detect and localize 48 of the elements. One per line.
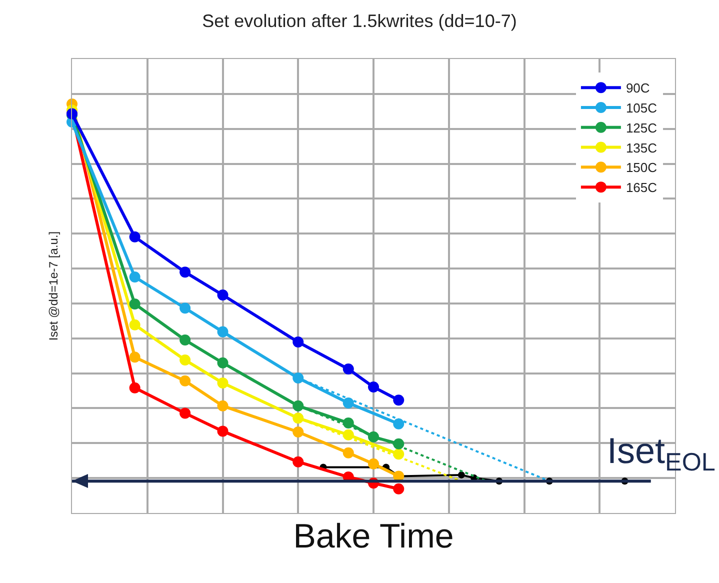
point — [393, 394, 404, 406]
point — [217, 290, 228, 300]
x-axis-title: Bake Time — [293, 518, 454, 556]
point — [342, 429, 354, 440]
point — [129, 382, 140, 394]
point — [180, 302, 191, 314]
point — [292, 426, 304, 438]
point — [368, 458, 379, 470]
point — [129, 319, 140, 330]
point — [292, 336, 304, 348]
point — [129, 352, 140, 363]
point — [368, 431, 379, 442]
point — [292, 412, 304, 424]
point — [342, 418, 354, 429]
point — [129, 298, 140, 310]
point — [180, 408, 191, 419]
legend-label: 135C — [626, 140, 658, 156]
point — [342, 364, 354, 375]
point — [129, 231, 140, 242]
legend-label: 90C — [626, 80, 650, 96]
point — [393, 448, 404, 460]
point — [368, 382, 379, 393]
point — [342, 447, 354, 458]
point — [217, 357, 228, 368]
point — [292, 372, 304, 384]
point — [292, 400, 304, 412]
point — [393, 418, 404, 430]
legend-label: 105C — [626, 100, 658, 116]
point — [292, 456, 304, 468]
point — [180, 266, 191, 278]
point — [129, 272, 140, 282]
point — [393, 438, 404, 450]
legend-label: 150C — [626, 160, 658, 176]
y-axis-title: Iset @dd=1e-7 [a.u.] — [46, 231, 60, 341]
legend-label: 165C — [626, 180, 658, 196]
point — [393, 483, 404, 494]
point — [217, 400, 228, 412]
legend-label: 125C — [626, 120, 658, 136]
point — [180, 354, 191, 366]
point — [180, 375, 191, 386]
point — [217, 426, 228, 437]
point — [180, 334, 191, 346]
point — [217, 377, 228, 388]
point — [342, 397, 354, 408]
point — [217, 326, 228, 338]
ref-line-label: Iset$_{EOL}$ — [607, 430, 716, 477]
chart-title: Set evolution after 1.5kwrites (dd=10-7) — [202, 11, 517, 32]
point — [458, 471, 465, 478]
